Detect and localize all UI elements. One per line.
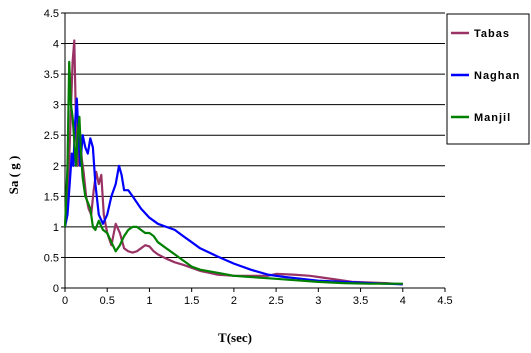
y-tick-label: 4.5 [44,8,59,20]
x-tick-label: 3 [315,295,321,307]
legend: Tabas Naghan Manjil [446,13,530,145]
axes [61,12,446,292]
y-tick-label: 2 [53,161,59,173]
y-tick-label: 3.5 [44,69,59,81]
y-tick-label: 3 [53,100,59,112]
x-tick-label: 3.5 [353,295,368,307]
x-tick-label: 4 [400,295,406,307]
series-line-tabas [63,39,403,286]
x-tick-label: 0 [62,295,68,307]
x-axis-title: T(sec) [218,330,252,345]
y-tick-label: 1 [53,222,59,234]
x-tick-label: 2.5 [268,295,283,307]
x-tick-label: 1.5 [184,295,199,307]
x-tick-label: 4.5 [437,295,452,307]
series-line-naghan [63,97,403,286]
legend-box [446,13,530,145]
series-lines [63,39,403,286]
series-line-manjil [63,60,403,285]
x-tick-label: 0.5 [100,295,115,307]
x-tick-labels: 0 0.5 1 1.5 2 2.5 3 3.5 4 4.5 [62,295,453,307]
x-tick-label: 1 [146,295,152,307]
gridlines [65,12,445,258]
legend-label-manjil: Manjil [474,112,511,124]
y-tick-label: 2.5 [44,130,59,142]
legend-label-tabas: Tabas [474,28,510,40]
legend-label-naghan: Naghan [474,70,520,82]
x-tick-label: 2 [231,295,237,307]
y-tick-label: 0 [53,283,59,295]
y-axis-title: Sa ( g ) [6,156,21,195]
y-tick-labels: 0 0.5 1 1.5 2 2.5 3 3.5 4 4.5 [44,8,59,295]
y-tick-label: 0.5 [44,252,59,264]
y-tick-label: 4 [53,39,59,51]
y-tick-label: 1.5 [44,191,59,203]
